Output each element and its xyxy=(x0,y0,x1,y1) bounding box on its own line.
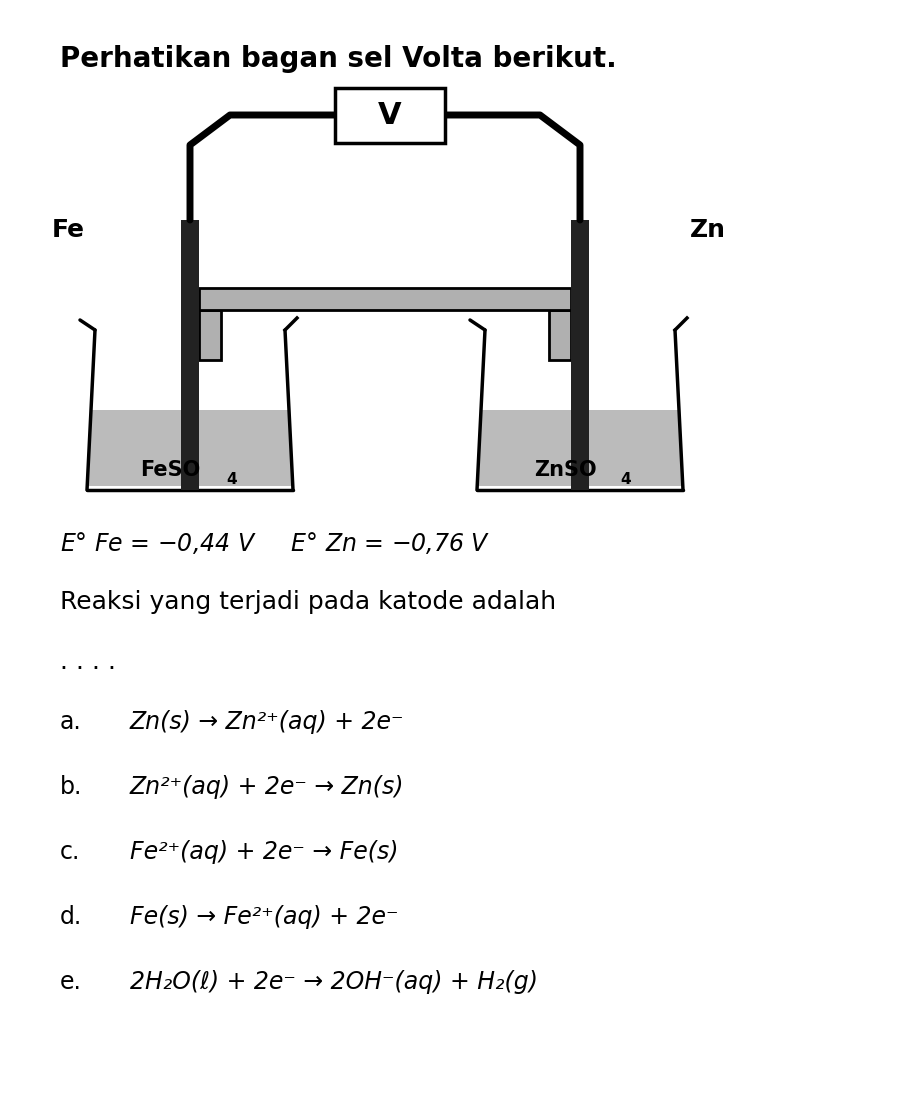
Text: Zn²⁺(aq) + 2e⁻ → Zn(s): Zn²⁺(aq) + 2e⁻ → Zn(s) xyxy=(130,775,404,799)
Text: ZnSO: ZnSO xyxy=(533,460,596,480)
Text: Fe: Fe xyxy=(52,218,85,242)
Text: Zn(s) → Zn²⁺(aq) + 2e⁻: Zn(s) → Zn²⁺(aq) + 2e⁻ xyxy=(130,710,404,734)
Polygon shape xyxy=(479,410,680,486)
Text: b.: b. xyxy=(60,775,83,799)
Text: Zn: Zn xyxy=(689,218,725,242)
FancyBboxPatch shape xyxy=(199,288,571,310)
FancyBboxPatch shape xyxy=(181,220,199,490)
FancyBboxPatch shape xyxy=(571,220,588,490)
Text: a.: a. xyxy=(60,710,82,734)
Text: . . . .: . . . . xyxy=(60,650,116,674)
Polygon shape xyxy=(89,410,290,486)
FancyBboxPatch shape xyxy=(549,310,571,360)
Text: Fe(s) → Fe²⁺(aq) + 2e⁻: Fe(s) → Fe²⁺(aq) + 2e⁻ xyxy=(130,905,398,929)
Text: 4: 4 xyxy=(226,473,237,487)
Text: $E°$ Fe = −0,44 V     $E°$ Zn = −0,76 V: $E°$ Fe = −0,44 V $E°$ Zn = −0,76 V xyxy=(60,530,490,557)
Text: FeSO: FeSO xyxy=(140,460,200,480)
Text: e.: e. xyxy=(60,970,82,994)
FancyBboxPatch shape xyxy=(335,87,445,142)
Text: Fe²⁺(aq) + 2e⁻ → Fe(s): Fe²⁺(aq) + 2e⁻ → Fe(s) xyxy=(130,840,398,864)
Text: V: V xyxy=(378,100,402,130)
FancyBboxPatch shape xyxy=(199,310,221,360)
Text: Perhatikan bagan sel Volta berikut.: Perhatikan bagan sel Volta berikut. xyxy=(60,45,616,73)
Text: d.: d. xyxy=(60,905,82,929)
Text: 4: 4 xyxy=(620,473,630,487)
Text: Reaksi yang terjadi pada katode adalah: Reaksi yang terjadi pada katode adalah xyxy=(60,590,555,614)
Text: 2H₂O(ℓ) + 2e⁻ → 2OH⁻(aq) + H₂(g): 2H₂O(ℓ) + 2e⁻ → 2OH⁻(aq) + H₂(g) xyxy=(130,970,538,994)
Text: c.: c. xyxy=(60,840,80,864)
